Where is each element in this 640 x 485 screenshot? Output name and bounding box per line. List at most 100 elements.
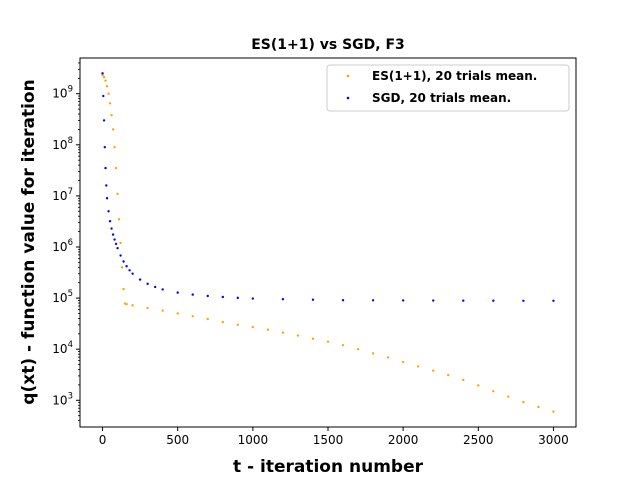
series-1-point: [105, 197, 109, 200]
series-0-point: [341, 343, 345, 347]
series-0-point: [447, 373, 450, 377]
series-1-point: [251, 297, 255, 300]
series-1-point: [111, 233, 115, 236]
series-0-point: [552, 410, 555, 413]
series-0-point: [537, 405, 540, 409]
series-0-point: [477, 384, 480, 387]
series-1-point: [107, 210, 110, 213]
legend-label-es: ES(1+1), 20 trials mean.: [372, 69, 537, 83]
series-0-point: [296, 334, 300, 337]
series-1-point: [552, 299, 555, 302]
series-0-point: [176, 312, 179, 315]
series-1-point: [108, 219, 112, 223]
y-tick-label: 104: [52, 340, 73, 356]
series-1-point: [102, 119, 106, 122]
series-0-point: [120, 266, 124, 269]
y-tick-label: 107: [52, 187, 73, 203]
legend: ES(1+1), 20 trials mean. SGD, 20 trials …: [326, 64, 570, 112]
series-0-point: [111, 128, 115, 131]
series-1-point: [125, 265, 128, 268]
series-1-point: [221, 295, 224, 299]
series-0-point: [102, 76, 106, 79]
series-1-point: [138, 278, 142, 281]
series-1-point: [161, 288, 164, 291]
series-1-point: [371, 299, 375, 302]
series-1-point: [101, 72, 104, 75]
series-1-point: [128, 269, 131, 272]
series-1-point: [432, 299, 435, 302]
series-1-point: [102, 94, 105, 98]
series-1-point: [103, 145, 107, 149]
series-1-point: [110, 227, 113, 230]
x-tick-label: 500: [166, 433, 189, 447]
series-1-point: [281, 298, 285, 301]
series-0-point: [122, 287, 125, 291]
series-1-point: [119, 254, 122, 257]
series-0-point: [416, 365, 420, 368]
series-0-point: [522, 400, 525, 404]
series-0-point: [266, 328, 270, 331]
series-0-point: [191, 315, 194, 318]
series-0-point: [432, 369, 435, 372]
series-0-point: [101, 74, 104, 77]
series-1-point: [113, 238, 116, 241]
series-1-point: [146, 282, 149, 286]
series-0-point: [386, 356, 390, 359]
x-tick-label: 1000: [238, 433, 269, 447]
series-0-point: [161, 309, 164, 312]
series-0-point: [107, 92, 110, 95]
series-1-point: [236, 296, 240, 300]
series-1-point: [153, 285, 157, 289]
series-0-point: [117, 218, 121, 221]
series-1-point: [116, 246, 119, 250]
x-tick-label: 2500: [463, 433, 494, 447]
series-0-point: [105, 85, 109, 88]
series-0-point: [131, 304, 134, 307]
series-0-point: [146, 306, 149, 310]
x-tick-label: 0: [99, 433, 107, 447]
series-1-point: [311, 298, 315, 301]
y-tick-label: 105: [52, 289, 73, 305]
y-tick-label: 106: [52, 238, 73, 254]
series-1-point: [522, 299, 525, 302]
y-tick-label: 109: [52, 85, 73, 101]
series-1-point: [401, 299, 405, 302]
series-0-point: [492, 390, 495, 393]
series-0-point: [281, 331, 285, 334]
series-1-point: [191, 293, 194, 296]
series-0-point: [462, 378, 465, 382]
series-1-point: [122, 260, 125, 263]
x-tick-label: 1500: [313, 433, 344, 447]
x-axis-label: t - iteration number: [233, 457, 424, 477]
x-tick-label: 3000: [538, 433, 569, 447]
series-0-point: [356, 347, 360, 351]
series-1-point: [206, 294, 209, 298]
series-0-point: [371, 352, 375, 355]
legend-box: [326, 64, 570, 112]
series-0-point: [401, 360, 405, 364]
series-1-point: [114, 242, 118, 246]
series-0-point: [236, 323, 240, 327]
series-0-point: [251, 325, 255, 329]
series-1-point: [105, 184, 108, 187]
legend-label-sgd: SGD, 20 trials mean.: [372, 91, 511, 105]
y-tick-label: 108: [52, 136, 73, 152]
series-0-point: [311, 337, 315, 340]
legend-marker-es: [346, 74, 350, 78]
series-0-point: [116, 192, 119, 195]
series-1-point: [131, 272, 134, 275]
series-0-point: [104, 79, 107, 82]
series-0-point: [119, 241, 122, 245]
series-0-point: [108, 102, 112, 105]
series-0-point: [125, 302, 128, 306]
series-0-point: [206, 317, 209, 321]
series-0-point: [113, 145, 116, 149]
series-1-point: [341, 298, 345, 302]
series-0-point: [326, 340, 330, 343]
series-0-point: [110, 113, 113, 117]
x-tick-label: 2000: [388, 433, 419, 447]
series-0-point: [507, 395, 510, 398]
legend-marker-sgd: [346, 96, 350, 100]
